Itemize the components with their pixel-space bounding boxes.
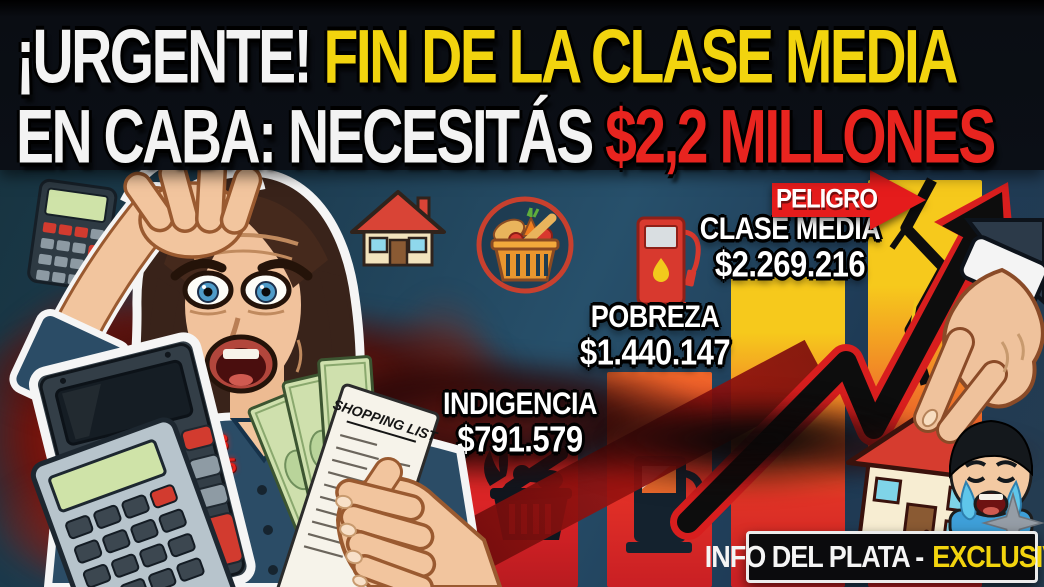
danger-arrow-head xyxy=(870,170,926,230)
tier-value: $2.269.216 xyxy=(714,243,866,285)
grocery-basket-icon xyxy=(476,196,574,294)
headline-monto: $2,2 MILLONES xyxy=(605,94,996,181)
house-icon xyxy=(350,190,446,267)
headline-en-caba: EN CABA: NECESITÁS xyxy=(16,94,594,181)
label-indigencia: INDIGENCIA $791.579 xyxy=(430,385,610,460)
headline-banner: ¡URGENTE! FIN DE LA CLASE MEDIA EN CABA:… xyxy=(0,0,1044,180)
hand-on-head xyxy=(120,148,266,259)
headline-line-1: ¡URGENTE! FIN DE LA CLASE MEDIA xyxy=(16,13,959,101)
tier-title: INDIGENCIA xyxy=(442,385,598,422)
tier-title: CLASE MEDIA xyxy=(699,210,881,247)
tier-title: POBREZA xyxy=(590,298,720,335)
headline-fin-clase-media: FIN DE LA CLASE MEDIA xyxy=(323,14,959,101)
badge-text: INFO DEL PLATA - xyxy=(704,539,924,574)
danger-arrow-body xyxy=(772,183,870,217)
tier-value: $1.440.147 xyxy=(579,331,731,373)
danger-label: PELIGRO xyxy=(776,184,878,215)
label-clase-media: CLASE MEDIA $2.269.216 xyxy=(695,210,885,285)
channel-badge: INFO DEL PLATA - EXCLUSIVO xyxy=(705,531,1044,583)
badge-highlight: EXCLUSIVO xyxy=(932,539,1044,574)
fuel-pump-icon xyxy=(634,216,701,311)
facial-features xyxy=(170,233,313,394)
hand-holding-list xyxy=(335,457,503,587)
headline-line-2: EN CABA: NECESITÁS $2,2 MILLONES xyxy=(16,93,996,181)
tier-value: $791.579 xyxy=(457,418,583,460)
headline-urgente: ¡URGENTE! xyxy=(16,14,313,101)
small-calculator-icon xyxy=(30,417,239,587)
label-pobreza: POBREZA $1.440.147 xyxy=(565,298,745,373)
pinching-hand xyxy=(913,267,1044,444)
